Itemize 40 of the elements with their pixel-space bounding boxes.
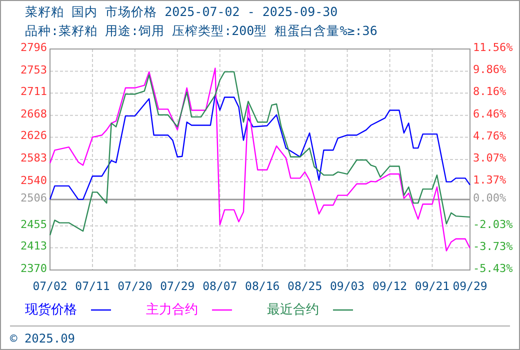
y2-tick-label: 9.86% (473, 63, 506, 76)
x-tick-label: 09/12 (372, 279, 408, 294)
y2-tick-label: 8.16% (473, 85, 506, 98)
x-tick-label: 07/20 (118, 279, 152, 294)
y2-tick-label: -2.03% (473, 218, 514, 231)
y-tick-label: 2753 (20, 63, 47, 76)
x-tick-label: 07/11 (75, 279, 110, 294)
x-tick-label: 08/25 (288, 279, 322, 294)
x-tick-label: 08/07 (202, 279, 238, 294)
x-tick-label: 09/03 (330, 279, 365, 294)
text: © 2025.09 (10, 331, 76, 346)
x-tick-label: 07/02 (32, 279, 68, 294)
x-tick-label: 09/21 (414, 279, 450, 294)
y2-tick-label: -5.43% (473, 262, 514, 276)
legend-label: 最近合约 (267, 302, 319, 318)
y2-tick-label: 4.76% (473, 129, 506, 142)
chart-subtitle: 品种:菜籽粕 用途:饲用 压榨类型:200型 粗蛋白含量%≥:36 (25, 23, 378, 38)
y-tick-label: 2370 (20, 262, 47, 276)
y2-tick-label: 6.46% (473, 107, 506, 120)
y-tick-label: 2506 (20, 191, 47, 204)
y2-tick-label: 1.37% (473, 174, 506, 187)
line-series (49, 94, 471, 200)
y-tick-label: 2583 (20, 152, 47, 165)
y2-tick-label: 3.07% (473, 151, 506, 164)
x-tick-label: 08/16 (245, 279, 280, 294)
x-tick-label: 07/29 (160, 279, 195, 294)
legend-label: 现货价格 (25, 302, 77, 318)
y-tick-label: 2626 (20, 129, 47, 142)
y-tick-label: 2413 (20, 240, 47, 253)
x-tick-label: 09/29 (452, 279, 488, 294)
y2-tick-label: 11.56% (473, 41, 514, 54)
y2-tick-label: -3.73% (473, 240, 514, 253)
legend-label: 主力合约 (146, 302, 198, 318)
y-tick-label: 2796 (20, 41, 47, 54)
chart-title: 菜籽粕 国内 市场价格 2025-07-02 - 2025-09-30 (25, 4, 338, 19)
y2-tick-label: 0.00% (473, 191, 506, 204)
y-tick-label: 2455 (20, 218, 47, 231)
y-tick-label: 2540 (20, 174, 47, 187)
y-tick-label: 2711 (20, 85, 47, 98)
y-tick-label: 2668 (20, 107, 47, 120)
